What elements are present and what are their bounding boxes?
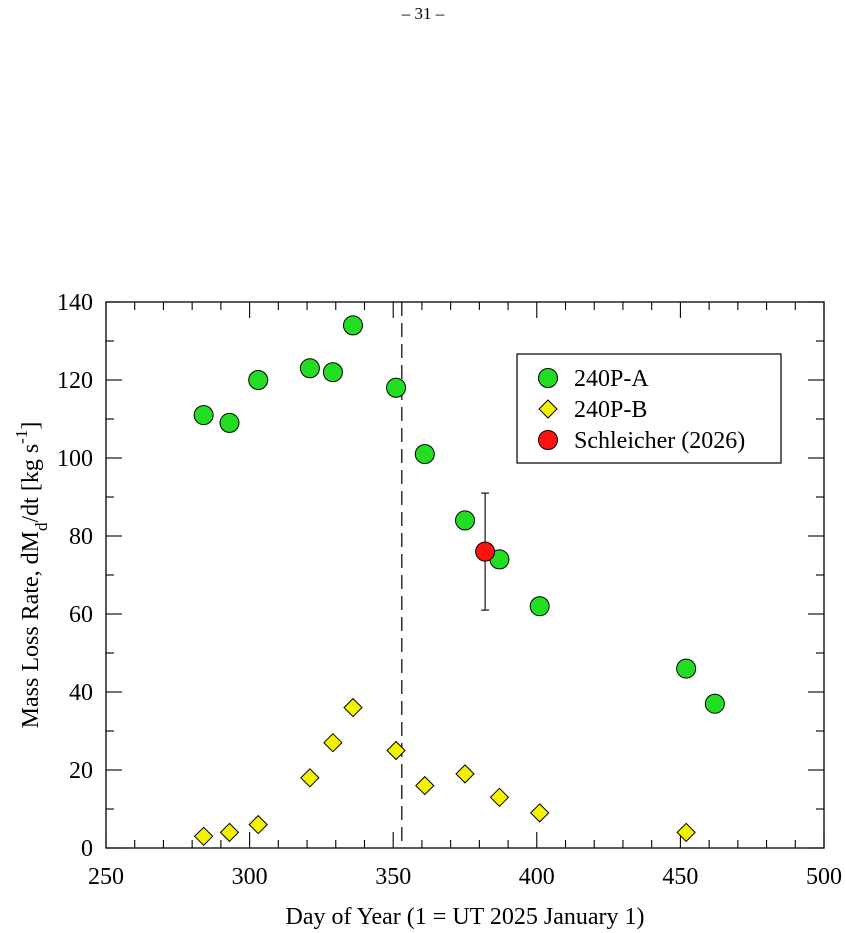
point-240p-b [529,803,550,823]
legend: 240P-A 240P-B Schleicher (2026) [516,353,782,464]
point-240p-b [455,764,475,784]
y-tick-labels: 0 20 40 60 80 100 120 140 [57,290,93,862]
legend-marker-schleicher-2026 [538,430,558,450]
point-240p-b [300,768,320,788]
point-240p-a [322,362,343,383]
y-tick-label: 40 [69,680,93,706]
point-240p-a [342,315,363,336]
point-240p-a [455,510,475,531]
x-tick-label: 300 [232,864,268,890]
y-tick-label: 60 [69,602,93,628]
y-tick-label: 140 [57,290,93,316]
y-axis-title: Mass Loss Rate, dMd/dt [kg s-1] [12,422,51,729]
y-tick-label: 0 [81,836,93,862]
point-schleicher-2026 [475,541,496,562]
x-tick-label: 250 [88,864,124,890]
legend-label-240p-a: 240P-A [574,366,649,392]
point-240p-b [676,822,696,843]
point-240p-a [248,370,269,390]
x-tick-label: 450 [662,864,698,890]
point-240p-b [219,822,240,843]
legend-label-240p-b: 240P-B [574,397,647,423]
x-tick-label: 500 [806,864,842,890]
point-240p-a [193,405,214,426]
point-240p-b [489,787,510,808]
legend-label-schleicher-2026: Schleicher (2026) [574,428,745,454]
point-240p-a [414,444,435,465]
y-tick-label: 120 [57,368,93,394]
legend-box [516,353,782,464]
x-axis-title: Day of Year (1 = UT 2025 January 1) [285,904,644,930]
point-240p-a [676,658,697,679]
point-240p-a [386,377,407,398]
x-tick-label: 350 [375,864,411,890]
point-240p-b [193,826,214,847]
point-240p-b [415,775,435,796]
legend-marker-240p-a [538,368,558,388]
x-tick-labels: 250 300 350 400 450 500 [88,864,842,890]
point-240p-b [386,740,406,761]
legend-marker-240p-b [538,399,558,419]
data-markers [193,315,725,847]
point-240p-b [323,732,343,753]
y-tick-label: 80 [69,524,93,550]
point-240p-a [704,693,725,714]
point-240p-a [219,412,240,433]
y-tick-label: 100 [57,446,93,472]
point-240p-b [248,814,268,835]
point-240p-b [343,697,363,718]
axis-ticks [105,301,825,849]
point-240p-a [529,596,550,617]
point-240p-a [299,358,320,379]
y-tick-label: 20 [69,758,93,784]
x-tick-label: 400 [519,864,555,890]
page-number: – 31 – [401,4,445,23]
